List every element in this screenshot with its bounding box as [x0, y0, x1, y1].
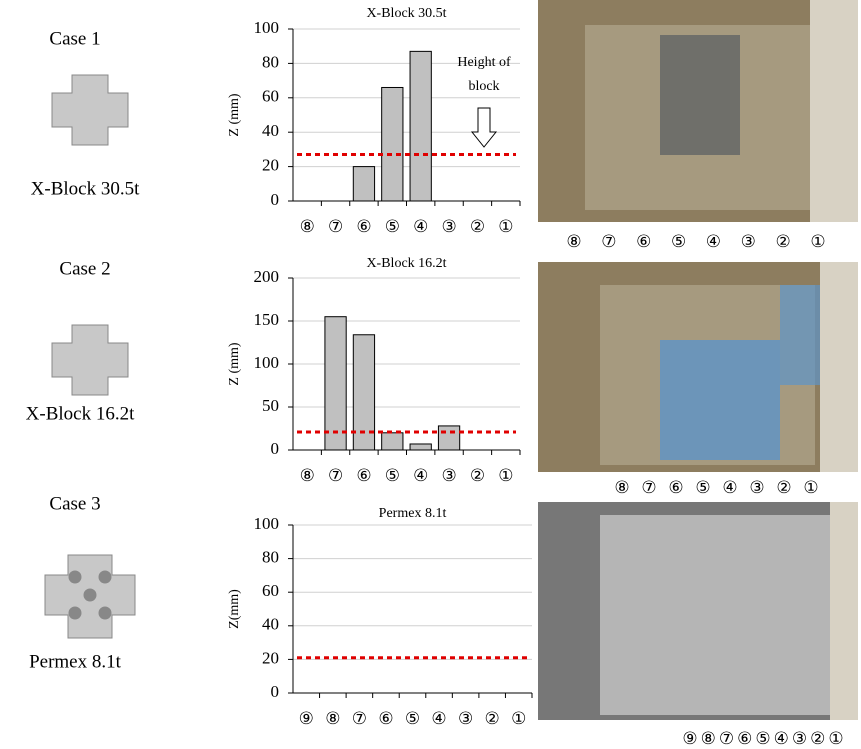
- x-tick-label: ⑤: [385, 466, 400, 485]
- x-tick-label: ④: [431, 709, 446, 728]
- y-tick-label: 150: [254, 310, 280, 329]
- x-tick-label: ⑥: [378, 709, 393, 728]
- photo-position-label: ⑦: [641, 478, 656, 497]
- photo-position-label: ②: [776, 232, 791, 251]
- photo-position-label: ⑨: [682, 729, 697, 748]
- y-tick-label: 20: [262, 156, 279, 175]
- x-tick-label: ①: [511, 709, 526, 728]
- photo-position-label: ⑦: [601, 232, 616, 251]
- bar: [325, 317, 346, 450]
- x-tick-label: ②: [470, 466, 485, 485]
- bar: [410, 444, 431, 450]
- photo-position-label: ⑧: [614, 478, 629, 497]
- x-tick-label: ⑦: [328, 217, 343, 236]
- bar: [382, 433, 403, 450]
- y-tick-label: 40: [262, 615, 279, 634]
- y-tick-label: 20: [262, 648, 279, 667]
- y-axis-label: Z (mm): [227, 93, 242, 136]
- photo-position-label: ③: [792, 729, 807, 748]
- x-tick-label: ⑧: [300, 217, 315, 236]
- x-tick-label: ③: [458, 709, 473, 728]
- bar: [438, 426, 459, 450]
- photo-position-label: ③: [741, 232, 756, 251]
- chart-title: Permex 8.1t: [379, 506, 447, 521]
- photo-position-label: ①: [810, 232, 825, 251]
- photo-position-label: ⑧: [566, 232, 581, 251]
- y-tick-label: 100: [254, 514, 280, 533]
- x-tick-label: ⑥: [356, 217, 371, 236]
- block-icon: [45, 75, 135, 638]
- photo: [538, 262, 858, 472]
- case-label: Case 3: [49, 493, 100, 514]
- chart-title: X-Block 16.2t: [366, 256, 446, 271]
- photo-position-label: ②: [776, 478, 791, 497]
- y-tick-label: 50: [262, 396, 279, 415]
- y-tick-label: 80: [262, 52, 279, 71]
- photo-position-label: ⑥: [668, 478, 683, 497]
- x-tick-label: ⑤: [385, 217, 400, 236]
- x-tick-label: ③: [441, 466, 456, 485]
- annotation: block: [468, 79, 499, 94]
- y-tick-label: 80: [262, 548, 279, 567]
- photo: [538, 0, 858, 222]
- photo-position-label: ④: [706, 232, 721, 251]
- y-tick-label: 200: [254, 267, 280, 286]
- x-tick-label: ④: [413, 466, 428, 485]
- y-tick-label: 60: [262, 87, 279, 106]
- y-axis-label: Z (mm): [227, 342, 242, 385]
- photo-position-label: ⑥: [737, 729, 752, 748]
- annotation-arrow: [472, 108, 496, 147]
- case-label: Case 1: [49, 28, 100, 49]
- x-tick-label: ⑥: [356, 466, 371, 485]
- x-tick-label: ③: [441, 217, 456, 236]
- x-tick-label: ⑦: [352, 709, 367, 728]
- photo-position-label: ①: [803, 478, 818, 497]
- photo-position-label: ⑦: [719, 729, 734, 748]
- block-label: Permex 8.1t: [29, 651, 122, 672]
- photo-position-label: ⑧: [701, 729, 716, 748]
- photo-position-label: ⑤: [755, 729, 770, 748]
- x-tick-label: ⑨: [299, 709, 314, 728]
- y-tick-label: 100: [254, 353, 280, 372]
- x-tick-label: ②: [485, 709, 500, 728]
- bar: [410, 51, 431, 201]
- photo-position-label: ②: [810, 729, 825, 748]
- x-tick-label: ⑦: [328, 466, 343, 485]
- photo-position-label: ③: [749, 478, 764, 497]
- x-tick-label: ⑧: [325, 709, 340, 728]
- y-tick-label: 40: [262, 121, 279, 140]
- x-tick-label: ⑧: [300, 466, 315, 485]
- figure: Case 1X-Block 30.5t⑧⑦⑥⑤④③②①Case 2X-Block…: [0, 0, 861, 749]
- photo-position-label: ①: [828, 729, 843, 748]
- y-tick-label: 0: [271, 439, 280, 458]
- bar: [353, 167, 374, 201]
- photo: [538, 502, 858, 720]
- photo-position-label: ④: [774, 729, 789, 748]
- x-tick-label: ①: [498, 217, 513, 236]
- photo-position-label: ④: [722, 478, 737, 497]
- x-tick-label: ⑤: [405, 709, 420, 728]
- annotation: Height of: [457, 55, 511, 70]
- bar: [382, 87, 403, 201]
- y-tick-label: 0: [271, 682, 280, 701]
- x-tick-label: ①: [498, 466, 513, 485]
- block-label: X-Block 30.5t: [31, 178, 140, 199]
- y-tick-label: 60: [262, 581, 279, 600]
- y-axis-label: Z(mm): [227, 589, 242, 629]
- case-label: Case 2: [59, 258, 110, 279]
- y-tick-label: 100: [254, 18, 280, 37]
- chart-title: X-Block 30.5t: [366, 6, 446, 21]
- x-tick-label: ④: [413, 217, 428, 236]
- photo-position-label: ⑤: [695, 478, 710, 497]
- block-label: X-Block 16.2t: [26, 403, 135, 424]
- photo-position-label: ⑥: [636, 232, 651, 251]
- page: Case 1X-Block 30.5t⑧⑦⑥⑤④③②①Case 2X-Block…: [0, 0, 861, 749]
- x-tick-label: ②: [470, 217, 485, 236]
- photo-position-label: ⑤: [671, 232, 686, 251]
- y-tick-label: 0: [271, 190, 280, 209]
